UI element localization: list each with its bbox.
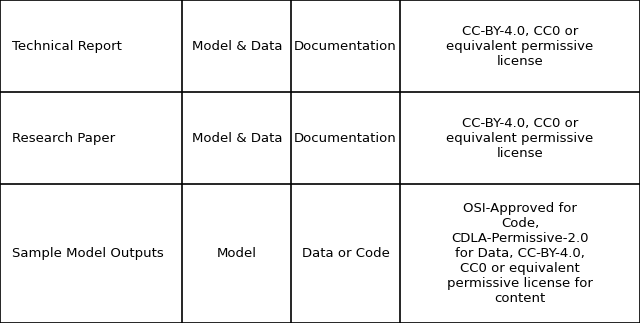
Text: Documentation: Documentation [294,131,397,145]
Text: Model & Data: Model & Data [191,131,282,145]
Text: OSI-Approved for
Code,
CDLA-Permissive-2.0
for Data, CC-BY-4.0,
CC0 or equivalen: OSI-Approved for Code, CDLA-Permissive-2… [447,202,593,305]
Text: Data or Code: Data or Code [301,247,390,260]
Text: Model: Model [217,247,257,260]
Text: Model & Data: Model & Data [191,39,282,53]
Text: Technical Report: Technical Report [12,39,122,53]
Text: Documentation: Documentation [294,39,397,53]
Text: CC-BY-4.0, CC0 or
equivalent permissive
license: CC-BY-4.0, CC0 or equivalent permissive … [446,117,594,160]
Text: Research Paper: Research Paper [12,131,115,145]
Text: Sample Model Outputs: Sample Model Outputs [12,247,163,260]
Text: CC-BY-4.0, CC0 or
equivalent permissive
license: CC-BY-4.0, CC0 or equivalent permissive … [446,25,594,68]
